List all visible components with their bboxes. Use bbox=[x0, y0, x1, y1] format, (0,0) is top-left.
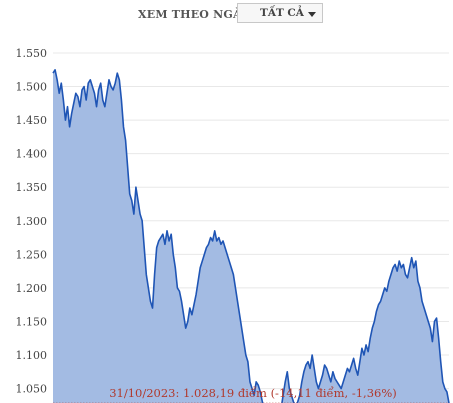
y-tick-label: 1.200 bbox=[16, 282, 48, 295]
y-tick-label: 1.450 bbox=[16, 114, 48, 127]
y-tick-label: 1.250 bbox=[16, 248, 48, 261]
y-tick-label: 1.100 bbox=[16, 349, 48, 362]
date-range-select[interactable]: TẤT CẢ bbox=[237, 3, 323, 23]
y-tick-label: 1.500 bbox=[16, 81, 48, 94]
y-tick-label: 1.050 bbox=[16, 383, 48, 396]
series-line bbox=[52, 68, 450, 403]
y-tick-label: 1.300 bbox=[16, 215, 48, 228]
y-tick-label: 1.400 bbox=[16, 148, 48, 161]
y-tick-label: 1.150 bbox=[16, 315, 48, 328]
y-tick-label: 1.550 bbox=[16, 47, 48, 60]
date-filter-bar: XEM THEO NGÀY TẤT CẢ bbox=[0, 0, 453, 30]
filter-label: XEM THEO NGÀY bbox=[138, 8, 250, 21]
chevron-down-icon bbox=[308, 12, 316, 17]
date-range-selected-value: TẤT CẢ bbox=[260, 7, 304, 19]
y-tick-label: 1.350 bbox=[16, 181, 48, 194]
reference-annotation: 31/10/2023: 1.028,19 điểm (-14,11 điểm, … bbox=[109, 386, 397, 400]
series-area bbox=[53, 69, 449, 403]
